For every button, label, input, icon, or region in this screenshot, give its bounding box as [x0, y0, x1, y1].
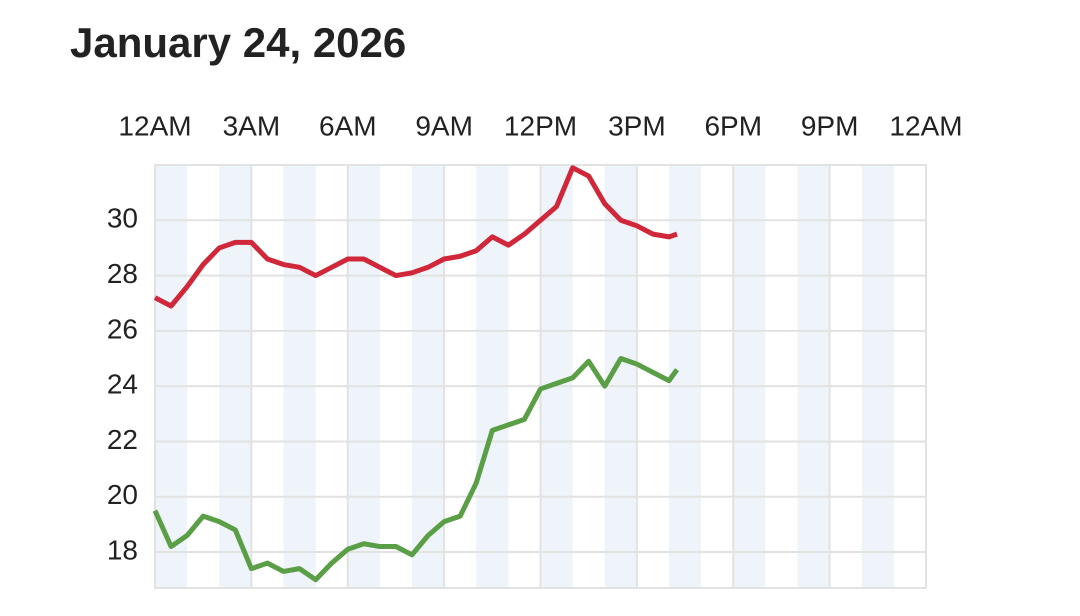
hour-stripe [540, 165, 573, 588]
x-tick-label: 6AM [319, 110, 377, 141]
x-tick-label: 12AM [889, 110, 962, 141]
y-tick-label: 20 [107, 479, 138, 510]
y-tick-label: 26 [107, 313, 138, 344]
y-tick-label: 30 [107, 203, 138, 234]
y-tick-label: 28 [107, 258, 138, 289]
hour-stripe [797, 165, 830, 588]
x-tick-label: 6PM [704, 110, 762, 141]
x-tick-label: 3AM [223, 110, 281, 141]
hour-stripe [861, 165, 894, 588]
x-tick-label: 12PM [504, 110, 577, 141]
x-tick-label: 9AM [415, 110, 473, 141]
hour-stripe [733, 165, 766, 588]
hour-stripe [412, 165, 445, 588]
x-tick-label: 3PM [608, 110, 666, 141]
x-tick-label: 12AM [118, 110, 191, 141]
hour-stripe [283, 165, 316, 588]
data-line [152, 356, 680, 583]
data-line [153, 165, 678, 309]
hour-stripe [476, 165, 509, 588]
x-tick-label: 9PM [801, 110, 859, 141]
chart-title: January 24, 2026 [70, 19, 406, 66]
y-tick-label: 22 [107, 424, 138, 455]
hour-stripe [219, 165, 252, 588]
y-tick-label: 24 [107, 369, 138, 400]
hour-stripe [347, 165, 380, 588]
y-tick-label: 18 [107, 534, 138, 565]
